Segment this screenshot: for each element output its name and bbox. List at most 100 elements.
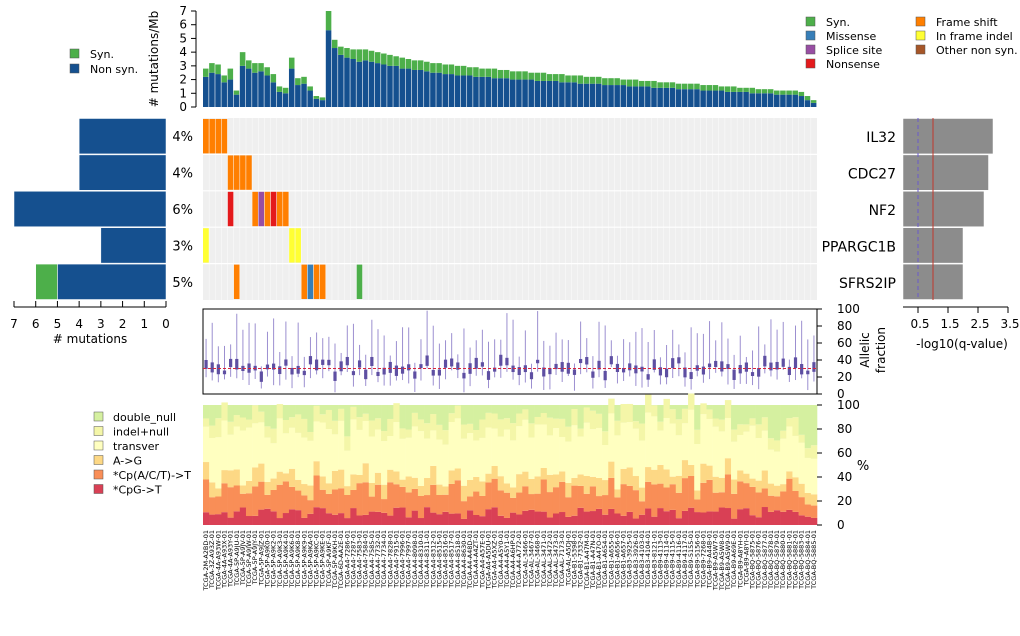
spectrum-segment bbox=[780, 484, 787, 492]
spectrum-segment bbox=[454, 405, 462, 419]
spectrum-segment bbox=[669, 484, 677, 510]
spectrum-segment bbox=[503, 483, 511, 493]
spectrum-segment bbox=[307, 431, 314, 441]
spectrum-segment bbox=[454, 513, 462, 525]
spectrum-segment bbox=[381, 431, 388, 442]
spectrum-segment bbox=[645, 412, 652, 468]
spectrum-segment bbox=[724, 417, 732, 459]
spectrum-segment bbox=[442, 494, 449, 512]
spectrum-segment bbox=[749, 405, 756, 419]
top-nonsyn-bar bbox=[663, 87, 670, 107]
spectrum-segment bbox=[215, 437, 222, 489]
spectrum-segment bbox=[786, 426, 793, 472]
spectrum-segment bbox=[651, 484, 658, 517]
spectrum-segment bbox=[577, 507, 584, 525]
matrix-mutation-cell bbox=[245, 155, 252, 190]
spectrum-segment bbox=[497, 419, 505, 437]
top-nonsyn-bar bbox=[528, 79, 534, 107]
matrix-mutation-cell bbox=[203, 228, 209, 263]
spectrum-segment bbox=[331, 514, 339, 525]
spectrum-segment bbox=[497, 490, 505, 516]
spectrum-segment bbox=[774, 496, 781, 511]
spectrum-segment bbox=[448, 422, 456, 471]
top-nonsyn-bar bbox=[749, 93, 755, 107]
spectrum-segment bbox=[724, 474, 732, 509]
spectrum-segment bbox=[663, 398, 670, 419]
spectrum-segment bbox=[792, 405, 799, 418]
spectrum-segment bbox=[485, 482, 492, 510]
matrix-mutation-cell bbox=[301, 264, 308, 299]
allelic-box bbox=[775, 361, 779, 370]
spectrum-panel: 0 20 40 60 80 100% bbox=[203, 393, 869, 532]
allelic-box bbox=[290, 367, 294, 375]
top-nonsyn-bar bbox=[331, 48, 338, 107]
allelic-y-tick-label: 0 bbox=[837, 387, 845, 401]
top-nonsyn-bar bbox=[761, 93, 768, 107]
spectrum-segment bbox=[331, 489, 339, 515]
spectrum-segment bbox=[675, 475, 683, 493]
spectrum-segment bbox=[510, 423, 517, 441]
top-nonsyn-bar bbox=[430, 72, 436, 107]
sample-label: TCGA-5P-A9K2-01 bbox=[270, 530, 278, 589]
spectrum-segment bbox=[804, 405, 812, 449]
matrix-mutation-cell bbox=[258, 191, 265, 227]
spectrum-segment bbox=[239, 507, 247, 525]
spectrum-segment bbox=[215, 418, 222, 438]
top-syn-bar bbox=[411, 60, 418, 70]
matrix-mutation-cell bbox=[264, 191, 271, 227]
spectrum-segment bbox=[233, 426, 241, 470]
top-nonsyn-bar bbox=[276, 91, 283, 107]
top-syn-bar bbox=[485, 68, 491, 77]
spectrum-segment bbox=[307, 440, 314, 486]
spectrum-segment bbox=[424, 438, 431, 479]
top-nonsyn-bar bbox=[405, 68, 412, 107]
spectrum-segment bbox=[467, 496, 474, 511]
sample-label: TCGA-B1-A47N-01 bbox=[589, 530, 597, 590]
spectrum-segment bbox=[731, 518, 738, 525]
sample-label: TCGA-A4-7584-01 bbox=[362, 530, 370, 589]
matrix-mutation-cell bbox=[307, 264, 314, 299]
spectrum-segment bbox=[595, 427, 603, 478]
top-syn-bar bbox=[614, 78, 620, 86]
top-legend-label: Syn. bbox=[90, 48, 114, 61]
spectrum-segment bbox=[645, 508, 652, 525]
allelic-y-tick-label: 60 bbox=[837, 336, 852, 350]
spectrum-segment bbox=[559, 436, 566, 472]
matrix-mutation-cell bbox=[239, 155, 246, 190]
top-syn-bar bbox=[731, 86, 737, 92]
allelic-box bbox=[806, 370, 810, 375]
left-x-tick-label: 5 bbox=[54, 317, 62, 331]
spectrum-segment bbox=[534, 405, 541, 417]
spectrum-y-tick-label: 20 bbox=[837, 494, 852, 508]
spectrum-segment bbox=[700, 414, 707, 464]
spectrum-segment bbox=[595, 477, 603, 497]
spectrum-segment bbox=[233, 405, 241, 416]
spectrum-segment bbox=[479, 495, 486, 517]
top-nonsyn-bar bbox=[467, 75, 473, 107]
spectrum-segment bbox=[522, 405, 529, 410]
right-qvalue-panel: IL32 CDC27 NF2 PPARGC1B SFRS2IP 0.5 1.5 2.5 3.5 -… bbox=[822, 118, 1020, 351]
left-count-panel: 7 6 5 4 3 2 1 0 # mutations bbox=[10, 118, 170, 346]
spectrum-segment bbox=[270, 489, 277, 512]
spectrum-segment bbox=[460, 424, 468, 439]
sample-label: TCGA-B9-A69E-01 bbox=[730, 530, 738, 589]
top-syn-bar bbox=[338, 46, 344, 55]
sample-label: TCGA-B1-A655-01 bbox=[607, 530, 615, 589]
spectrum-segment bbox=[411, 405, 419, 413]
spectrum-segment bbox=[614, 435, 621, 490]
spectrum-segment bbox=[583, 405, 591, 408]
top-nonsyn-bar bbox=[350, 59, 356, 107]
spectrum-segment bbox=[368, 436, 376, 484]
spectrum-segment bbox=[325, 493, 333, 514]
spectrum-segment bbox=[295, 479, 302, 491]
spectrum-segment bbox=[301, 418, 308, 438]
spectrum-segment bbox=[589, 486, 597, 512]
allelic-box bbox=[314, 359, 319, 371]
spectrum-segment bbox=[651, 405, 658, 417]
allelic-box bbox=[628, 363, 632, 371]
allelic-box bbox=[278, 366, 282, 375]
matrix-mutation-cell bbox=[356, 264, 363, 299]
spectrum-segment bbox=[338, 469, 345, 489]
spectrum-segment bbox=[780, 491, 787, 512]
spectrum-segment bbox=[424, 478, 431, 496]
